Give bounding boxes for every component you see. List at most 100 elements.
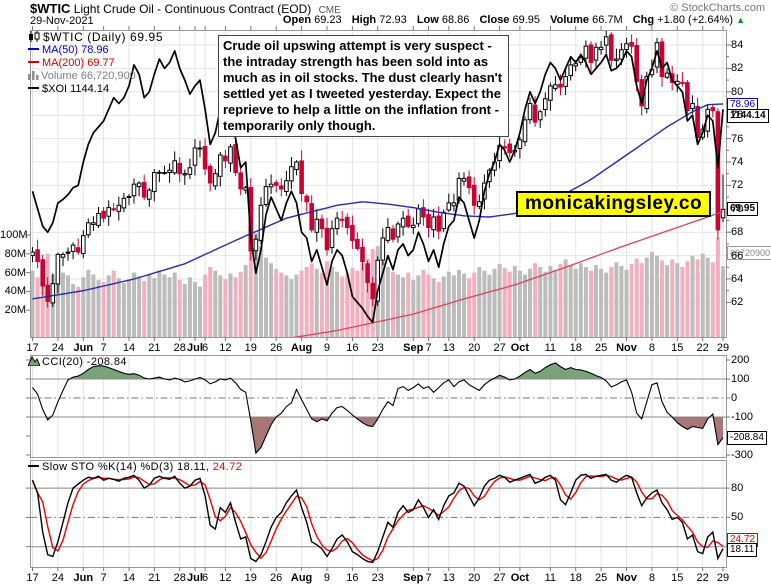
volume-bar <box>533 263 538 337</box>
line-dash-icon <box>28 61 39 63</box>
candle-body <box>446 202 452 211</box>
candle-body <box>644 76 650 110</box>
volume-bar <box>573 268 578 337</box>
line-dash-icon <box>28 48 39 50</box>
legend-ma50: MA(50) 78.96 <box>28 44 163 57</box>
candle-body <box>664 72 670 78</box>
date-tick-label: 28 <box>173 342 186 354</box>
date-tick-label: 22 <box>696 342 709 354</box>
main-legend: $WTIC (Daily) 69.95 MA(50) 78.96 MA(200)… <box>28 31 163 96</box>
cci-value-callout: -208.84 <box>727 431 767 445</box>
volume-tick-label: 80M <box>4 247 26 260</box>
cci-line <box>32 362 724 455</box>
panel-border <box>30 460 727 568</box>
volume-bar <box>411 280 416 337</box>
cci-tick-label: -300 <box>731 449 754 461</box>
candle-body <box>543 98 548 111</box>
candle-body <box>477 201 482 207</box>
candle-body <box>339 218 345 221</box>
volume-bar <box>335 271 340 337</box>
price-tick-label: 72 <box>731 179 744 192</box>
date-tick-label: 26 <box>270 342 283 354</box>
volume-bar <box>543 271 548 337</box>
volume-bar <box>523 274 527 337</box>
candle-body <box>30 251 35 257</box>
candle-body <box>238 172 243 190</box>
sto-d-value: 24.72 <box>212 461 243 473</box>
candle-body <box>360 246 365 262</box>
cci-legend: CCI(20) -208.84 <box>27 355 127 368</box>
volume-bar <box>40 262 45 337</box>
price-tick-label: 82 <box>731 62 744 75</box>
candle-body <box>192 147 198 166</box>
volume-bar <box>457 269 461 337</box>
volume-bar <box>441 276 446 337</box>
up-arrow-icon: ▲ <box>736 15 745 25</box>
volume-bar <box>396 274 400 337</box>
candle-body <box>65 251 71 254</box>
date-tick-label: 22 <box>696 572 709 584</box>
candle-body <box>416 208 421 225</box>
volume-bar <box>507 271 512 337</box>
volume-bar <box>137 276 142 337</box>
candle-body <box>593 46 599 61</box>
candle-body <box>213 173 218 187</box>
date-tick-label: Nov <box>616 342 637 354</box>
candle-body <box>324 227 330 251</box>
candle-body <box>370 282 375 300</box>
chart-header: $WTIC Light Crude Oil - Continuous Contr… <box>30 1 341 16</box>
volume-bar <box>517 270 522 337</box>
volume-bar <box>111 270 116 337</box>
volume-bar <box>294 274 299 337</box>
date-tick-label: Nov <box>616 572 637 584</box>
volume-bar <box>55 280 60 337</box>
volume-bar <box>695 259 700 337</box>
candle-body <box>162 172 167 174</box>
candle-body <box>411 224 416 229</box>
line-dash-icon <box>28 465 39 467</box>
panel-border <box>30 30 727 338</box>
volume-bar <box>553 269 558 337</box>
volume-bar <box>391 271 395 337</box>
volume-bar <box>416 275 421 337</box>
candle-body <box>187 167 193 175</box>
candle-body <box>578 57 584 63</box>
date-tick-label: Jul <box>187 572 203 584</box>
date-tick-label: 12 <box>219 572 232 584</box>
volume-bar <box>30 270 35 337</box>
volume-tick-label: 40M <box>4 285 26 298</box>
candle-body <box>471 184 477 206</box>
volume-bar <box>259 246 263 337</box>
volume-bar <box>406 272 411 337</box>
date-tick-label: 16 <box>346 572 359 584</box>
date-tick-label: 15 <box>671 572 684 584</box>
date-tick-label: Jul <box>187 342 203 354</box>
stockcharts-copyright[interactable]: © StockCharts.com <box>670 2 765 14</box>
candle-body <box>152 172 157 193</box>
candle-body <box>35 249 40 263</box>
volume-bar <box>634 258 639 337</box>
candle-body <box>624 43 629 50</box>
candle-body <box>177 162 182 175</box>
volume-bar <box>472 272 477 337</box>
date-tick-label: 28 <box>173 572 186 584</box>
candle-body <box>304 195 309 203</box>
candle-body <box>345 216 350 229</box>
volume-bar <box>218 275 223 337</box>
candle-body <box>172 160 177 174</box>
candle-body <box>101 210 106 219</box>
volume-bar <box>345 273 350 337</box>
date-tick-label: 27 <box>493 342 506 354</box>
volume-bars-icon <box>28 71 39 80</box>
candle-body <box>720 208 726 219</box>
volume-bar <box>446 271 451 337</box>
candle-body <box>517 139 523 150</box>
candle-body <box>598 46 604 51</box>
candle-body <box>350 225 355 241</box>
volume-bar <box>655 255 659 337</box>
sto-k-line <box>31 473 724 564</box>
volume-bar <box>167 277 172 337</box>
volume-bar <box>660 260 664 337</box>
